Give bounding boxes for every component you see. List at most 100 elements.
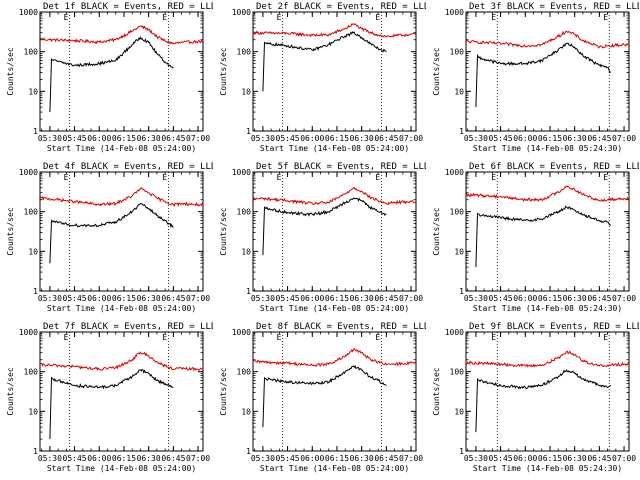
chart-panel-det-2f: Det 2f BLACK = Events, RED = LLD 1 10 100 10… (213, 0, 426, 160)
chart-title: Det 8f BLACK = Events, RED = LLD (256, 322, 426, 332)
y-tick-label: 1 (246, 127, 251, 136)
y-tick-label: 100 (450, 368, 465, 377)
y-tick-label: 10 (28, 87, 38, 96)
x-axis-label: Start Time (14-Feb-08 05:24:30) (473, 464, 622, 473)
y-axis-label: Counts/sec (219, 47, 228, 95)
chart-svg: Det 8f BLACK = Events, RED = LLD 1 10 100 10… (219, 322, 426, 473)
chart-title: Det 7f BLACK = Events, RED = LLD (43, 322, 213, 332)
x-tick-label: 05:30 (464, 294, 488, 303)
x-tick-label: 06:00 (300, 294, 324, 303)
x-tick-label: 05:45 (276, 294, 300, 303)
x-tick-label: 06:00 (87, 294, 111, 303)
y-tick-label: 100 (237, 208, 252, 217)
lld-series-line (252, 23, 417, 38)
x-axis-label: Start Time (14-Feb-08 05:24:30) (473, 304, 622, 313)
x-tick-label: 07:00 (399, 134, 423, 143)
marker-label: E (491, 333, 496, 342)
events-series-line (262, 365, 387, 428)
marker-label: E (162, 173, 167, 182)
chart-panel-det-3f: Det 3f BLACK = Events, RED = LLD 1 10 100 10… (426, 0, 639, 160)
x-tick-label: 06:45 (374, 134, 398, 143)
x-tick-label: 07:00 (399, 294, 423, 303)
chart-panel-det-5f: Det 5f BLACK = Events, RED = LLD 1 10 100 10… (213, 160, 426, 320)
x-tick-label: 06:45 (161, 294, 185, 303)
marker-label: E (375, 333, 380, 342)
chart-title: Det 6f BLACK = Events, RED = LLD (469, 162, 639, 172)
x-tick-label: 06:15 (325, 454, 349, 463)
x-axis-label: Start Time (14-Feb-08 05:24:00) (47, 304, 196, 313)
x-tick-label: 06:00 (300, 454, 324, 463)
x-tick-label: 06:15 (112, 294, 136, 303)
marker-label: E (375, 13, 380, 22)
y-tick-label: 100 (24, 368, 39, 377)
y-tick-label: 10 (241, 407, 251, 416)
chart-svg: Det 5f BLACK = Events, RED = LLD 1 10 100 10… (219, 162, 426, 313)
x-tick-label: 07:00 (612, 454, 636, 463)
x-tick-label: 06:45 (161, 454, 185, 463)
y-tick-label: 1 (246, 287, 251, 296)
y-tick-label: 10 (28, 407, 38, 416)
marker-label: E (491, 173, 496, 182)
x-tick-label: 06:30 (137, 134, 161, 143)
x-tick-label: 06:00 (300, 134, 324, 143)
y-tick-label: 1000 (445, 8, 464, 17)
y-tick-label: 10 (241, 247, 251, 256)
x-tick-label: 05:30 (38, 454, 62, 463)
x-tick-label: 05:45 (276, 454, 300, 463)
x-tick-label: 06:45 (374, 454, 398, 463)
x-tick-label: 05:45 (489, 134, 513, 143)
x-tick-label: 05:45 (63, 294, 87, 303)
x-tick-label: 07:00 (186, 294, 210, 303)
x-tick-label: 05:30 (38, 134, 62, 143)
chart-title: Det 9f BLACK = Events, RED = LLD (469, 322, 639, 332)
chart-title: Det 2f BLACK = Events, RED = LLD (256, 2, 426, 12)
x-tick-label: 06:15 (112, 454, 136, 463)
x-tick-label: 06:45 (587, 134, 611, 143)
x-tick-label: 06:30 (563, 454, 587, 463)
y-axis-label: Counts/sec (6, 367, 15, 415)
x-tick-label: 05:45 (63, 454, 87, 463)
x-axis-label: Start Time (14-Feb-08 05:24:00) (260, 464, 409, 473)
y-tick-label: 100 (450, 48, 465, 57)
y-axis-label: Counts/sec (432, 47, 441, 95)
plot-frame (465, 331, 630, 452)
marker-label: E (64, 13, 69, 22)
chart-panel-det-6f: Det 6f BLACK = Events, RED = LLD 1 10 100 10… (426, 160, 639, 320)
y-tick-label: 1 (459, 127, 464, 136)
x-tick-label: 06:30 (350, 454, 374, 463)
plot-frame (465, 11, 630, 132)
x-tick-label: 06:00 (87, 134, 111, 143)
plot-frame (252, 11, 417, 132)
y-tick-label: 10 (454, 407, 464, 416)
marker-label: E (603, 13, 608, 22)
chart-title: Det 5f BLACK = Events, RED = LLD (256, 162, 426, 172)
y-tick-label: 1000 (232, 168, 251, 177)
marker-label: E (64, 333, 69, 342)
x-tick-label: 06:45 (161, 134, 185, 143)
x-tick-label: 07:00 (399, 454, 423, 463)
plot-frame (252, 171, 417, 292)
marker-label: E (277, 173, 282, 182)
x-tick-label: 06:15 (538, 294, 562, 303)
x-tick-label: 06:15 (538, 454, 562, 463)
y-tick-label: 1000 (19, 328, 38, 337)
lld-series-line (252, 347, 417, 368)
y-tick-label: 10 (28, 247, 38, 256)
x-tick-label: 06:30 (563, 134, 587, 143)
y-tick-label: 10 (241, 87, 251, 96)
marker-label: E (162, 13, 167, 22)
lld-series-line (39, 351, 204, 372)
x-axis-label: Start Time (14-Feb-08 05:24:30) (473, 144, 622, 153)
y-axis-label: Counts/sec (432, 367, 441, 415)
x-tick-label: 06:30 (350, 134, 374, 143)
marker-label: E (603, 333, 608, 342)
events-series-line (49, 36, 174, 113)
y-tick-label: 100 (24, 208, 39, 217)
y-tick-label: 1 (459, 447, 464, 456)
y-tick-label: 1 (33, 287, 38, 296)
chart-panel-det-8f: Det 8f BLACK = Events, RED = LLD 1 10 100 10… (213, 320, 426, 480)
x-tick-label: 05:30 (251, 454, 275, 463)
marker-label: E (491, 13, 496, 22)
x-tick-label: 06:45 (587, 294, 611, 303)
